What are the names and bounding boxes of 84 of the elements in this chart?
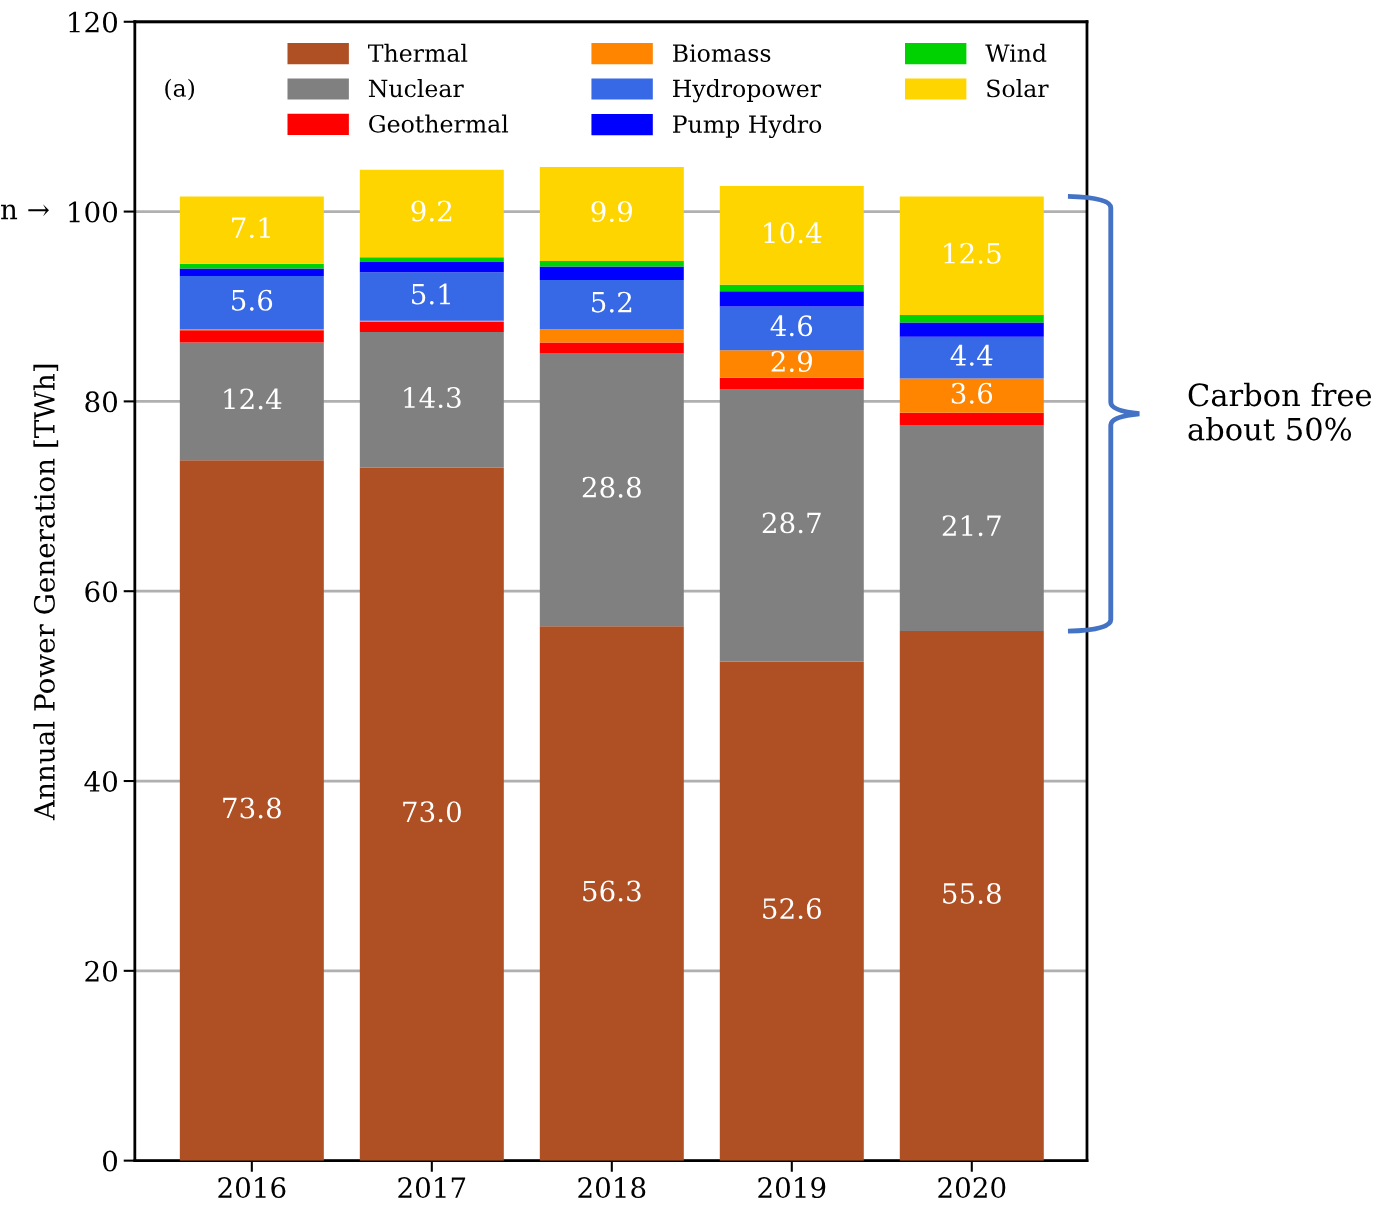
- text: Carbon free about 50%: [1188, 382, 1372, 441]
- bar: [899, 196, 1044, 316]
- legend-label: Thermal: [368, 43, 468, 62]
- data-label: 28.7: [762, 512, 821, 534]
- bar: [899, 315, 1044, 323]
- legend-label: Wind: [985, 43, 1047, 62]
- bar: [719, 291, 864, 307]
- data-label: 55.8: [943, 882, 1001, 904]
- bar: [539, 329, 684, 343]
- bar: [899, 425, 1044, 632]
- bar: [359, 169, 504, 258]
- bar: [359, 272, 504, 321]
- bar: [899, 336, 1044, 379]
- bar: [359, 321, 504, 333]
- bar: [539, 260, 684, 267]
- data-label: 73.8: [223, 797, 281, 819]
- bar: [359, 467, 504, 1161]
- data-label: 5.1: [412, 283, 450, 305]
- legend-label: Nuclear: [368, 79, 464, 98]
- data-label: 12.4: [224, 388, 282, 410]
- x-tick-label: 2016: [218, 1177, 286, 1199]
- y-tick-label: 20: [85, 960, 118, 982]
- data-label: 73.0: [403, 801, 461, 823]
- data-label: 4.6: [770, 315, 813, 337]
- x-tick-label: 2019: [758, 1177, 826, 1199]
- bar: [359, 261, 504, 273]
- bar: [179, 460, 324, 1161]
- y-tick-label: 100: [69, 201, 118, 223]
- data-label: 3.6: [951, 382, 993, 404]
- bar: [899, 412, 1044, 426]
- data-label: 10.4: [764, 222, 822, 244]
- bar: [719, 661, 864, 1161]
- bar: [179, 268, 324, 277]
- x-tick-label: 2017: [398, 1177, 466, 1199]
- bar: [359, 332, 504, 468]
- bar: [539, 342, 684, 353]
- y-tick-label: 80: [85, 391, 118, 413]
- data-label: 12.5: [944, 242, 1001, 264]
- bar: [719, 185, 864, 285]
- bar: [719, 389, 864, 662]
- bar: [719, 350, 864, 378]
- x-tick-label: 2020: [938, 1177, 1006, 1199]
- bar: [179, 342, 324, 461]
- data-label: 52.6: [763, 898, 821, 920]
- data-label: 4.4: [950, 344, 993, 366]
- bar: [179, 330, 324, 343]
- data-label: 9.2: [411, 200, 452, 222]
- data-label: 7.1: [232, 217, 270, 239]
- x-tick-label: 2018: [578, 1177, 646, 1199]
- data-label: 21.7: [942, 515, 1001, 537]
- bar: [899, 631, 1044, 1161]
- data-label: 56.3: [583, 880, 641, 902]
- legend-label: Geothermal: [369, 114, 509, 133]
- y-tick-label: 120: [69, 11, 118, 33]
- bar: [719, 306, 864, 351]
- y-tick-label: 0: [103, 1150, 118, 1172]
- data-label: 9.9: [591, 201, 633, 223]
- bar: [719, 377, 864, 390]
- legend-label: Solar: [987, 79, 1049, 98]
- data-label: 2.9: [771, 350, 813, 372]
- y-axis-title: Annual Power Generation [TWh]: [33, 364, 59, 821]
- data-label: 5.2: [592, 291, 632, 313]
- bar: [539, 626, 684, 1161]
- bar: [899, 378, 1044, 413]
- data-label: 28.8: [582, 476, 641, 498]
- bar: [539, 352, 684, 627]
- bar: [719, 284, 864, 292]
- bar: [179, 276, 324, 330]
- bar: [539, 279, 684, 330]
- data-label: 14.3: [404, 387, 461, 409]
- bar: [179, 263, 324, 269]
- legend-label: Hydropower: [673, 79, 822, 103]
- y-tick-label: 60: [85, 581, 118, 603]
- annotation: (a): [165, 78, 195, 101]
- legend-label: Pump Hydro: [673, 114, 822, 138]
- legend-label: Biomass: [673, 44, 771, 62]
- bar: [539, 166, 684, 261]
- text: n →: [1, 204, 49, 220]
- data-label: 5.6: [232, 289, 273, 311]
- bar: [539, 266, 684, 280]
- bar: [899, 322, 1044, 337]
- bar: [179, 196, 324, 264]
- bar: [359, 257, 504, 262]
- y-tick-label: 40: [84, 770, 118, 792]
